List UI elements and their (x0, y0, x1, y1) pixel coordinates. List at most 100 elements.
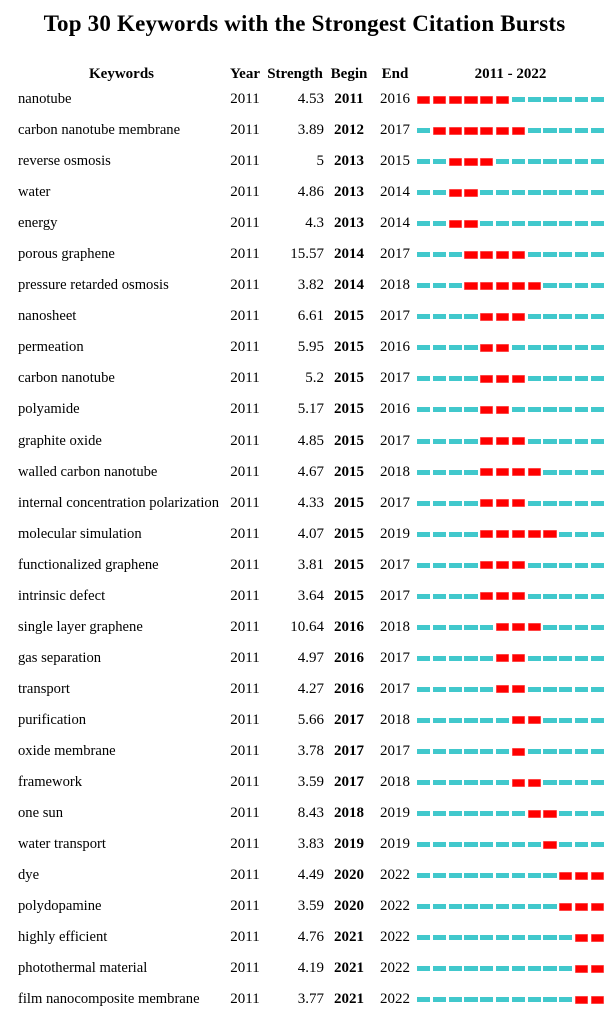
strength-cell: 4.33 (297, 494, 324, 511)
base-year-segment (417, 780, 431, 786)
base-year-segment (495, 811, 510, 817)
end-cell: 2019 (380, 805, 410, 822)
burst-year-segment (511, 374, 526, 383)
strength-cell: 15.57 (290, 246, 324, 263)
table-row: highly efficient 2011 4.76 2021 2022 (0, 922, 609, 953)
year-cell: 2011 (230, 556, 260, 573)
end-cell: 2017 (380, 743, 410, 759)
end-cell: 2017 (380, 556, 410, 573)
base-year-segment (574, 686, 589, 692)
base-year-segment (432, 531, 447, 537)
burst-year-segment (495, 623, 510, 632)
base-year-segment (448, 314, 462, 320)
base-year-segment (527, 562, 541, 568)
burst-year-segment (464, 281, 478, 290)
burst-year-segment (527, 468, 541, 477)
base-year-segment (543, 407, 557, 413)
end-cell: 2017 (380, 308, 410, 325)
base-year-segment (543, 873, 557, 879)
base-year-segment (543, 128, 557, 134)
year-cell: 2011 (230, 525, 260, 542)
base-year-segment (432, 500, 447, 506)
base-year-segment (543, 345, 557, 351)
base-year-segment (417, 997, 431, 1003)
base-year-segment (590, 97, 605, 103)
table-row: intrinsic defect 2011 3.64 2015 2017 (0, 581, 609, 612)
base-year-segment (417, 966, 431, 972)
base-year-segment (590, 438, 605, 444)
base-year-segment (448, 935, 462, 941)
keyword-cell: permeation (18, 339, 84, 356)
strength-cell: 3.82 (297, 277, 324, 294)
base-year-segment (559, 407, 573, 413)
base-year-segment (495, 873, 510, 879)
burst-year-segment (590, 902, 605, 911)
base-year-segment (464, 966, 478, 972)
base-year-segment (495, 749, 510, 754)
begin-cell: 2014 (334, 277, 364, 294)
base-year-segment (417, 717, 431, 723)
begin-cell: 2016 (334, 618, 364, 635)
base-year-segment (417, 749, 431, 754)
begin-cell: 2021 (334, 991, 364, 1008)
base-year-segment (527, 345, 541, 351)
burst-year-segment (495, 685, 510, 694)
burst-year-segment (495, 405, 510, 414)
strength-cell: 5.17 (297, 401, 324, 418)
column-header-begin: Begin (330, 65, 368, 82)
year-cell: 2011 (230, 680, 260, 697)
burst-timeline-bar (417, 747, 605, 756)
base-year-segment (527, 438, 541, 444)
burst-year-segment (432, 95, 447, 104)
end-cell: 2022 (380, 867, 410, 884)
end-cell: 2016 (380, 91, 410, 108)
end-cell: 2017 (380, 680, 410, 697)
base-year-segment (590, 128, 605, 134)
base-year-segment (464, 780, 478, 786)
base-year-segment (448, 283, 462, 289)
base-year-segment (527, 376, 541, 382)
base-year-segment (527, 935, 541, 941)
burst-timeline-bar (417, 964, 605, 973)
begin-cell: 2021 (334, 929, 364, 946)
base-year-segment (559, 221, 573, 227)
base-year-segment (559, 593, 573, 599)
table-row: graphite oxide 2011 4.85 2015 2017 (0, 426, 609, 457)
base-year-segment (432, 780, 447, 786)
base-year-segment (495, 780, 510, 786)
base-year-segment (448, 252, 462, 258)
base-year-segment (432, 469, 447, 475)
burst-year-segment (511, 281, 526, 290)
strength-cell: 3.64 (297, 587, 324, 604)
burst-year-segment (480, 281, 494, 290)
burst-year-segment (574, 933, 589, 942)
end-cell: 2016 (380, 401, 410, 418)
burst-year-segment (480, 405, 494, 414)
begin-cell: 2015 (334, 463, 364, 480)
begin-cell: 2020 (334, 898, 364, 915)
base-year-segment (480, 221, 494, 227)
burst-year-segment (495, 281, 510, 290)
burst-year-segment (480, 468, 494, 477)
base-year-segment (574, 469, 589, 475)
strength-cell: 4.27 (297, 680, 324, 697)
burst-year-segment (417, 95, 431, 104)
burst-year-segment (495, 530, 510, 539)
begin-cell: 2016 (334, 649, 364, 666)
strength-cell: 4.85 (297, 432, 324, 449)
base-year-segment (432, 438, 447, 444)
base-year-segment (559, 686, 573, 692)
base-year-segment (590, 780, 605, 786)
burst-timeline-bar (417, 405, 605, 414)
burst-year-segment (543, 809, 557, 818)
keyword-cell: water transport (18, 836, 106, 853)
keyword-cell: functionalized graphene (18, 556, 159, 573)
burst-year-segment (480, 499, 494, 508)
base-year-segment (464, 842, 478, 848)
keyword-cell: framework (18, 774, 83, 791)
burst-timeline-bar (417, 219, 605, 228)
table-row: energy 2011 4.3 2013 2014 (0, 208, 609, 239)
begin-cell: 2015 (334, 556, 364, 573)
strength-cell: 10.64 (290, 618, 324, 635)
base-year-segment (590, 469, 605, 475)
